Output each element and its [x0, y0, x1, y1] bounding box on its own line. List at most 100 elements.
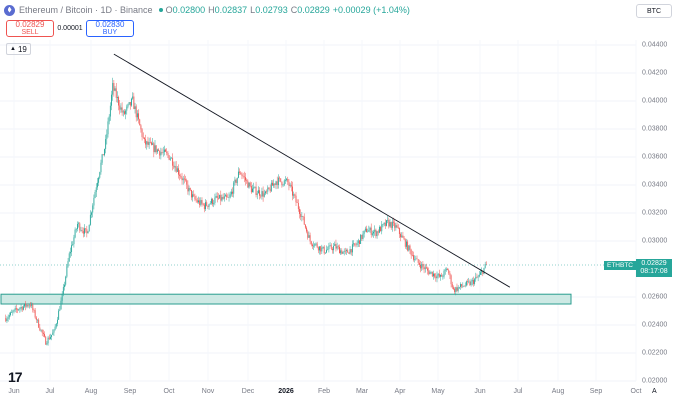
candle [168, 154, 170, 161]
candle [223, 192, 225, 202]
time-tick-label: Jul [513, 388, 523, 395]
candle [236, 177, 238, 186]
time-tick-label: Feb [317, 388, 331, 395]
candle [13, 309, 15, 314]
candle [470, 278, 472, 287]
candle [206, 200, 208, 207]
candle [445, 267, 447, 272]
candle [62, 283, 64, 297]
candle [75, 228, 77, 233]
open-value: 0.02800 [172, 5, 206, 15]
buy-button[interactable]: 0.02830 BUY [86, 20, 134, 37]
candle [98, 176, 100, 186]
candle [112, 77, 114, 101]
candle [176, 166, 178, 173]
candle [299, 206, 300, 219]
auto-scale-button[interactable]: A [652, 388, 657, 395]
candle [319, 246, 320, 255]
sell-label: SELL [21, 29, 39, 36]
candle [434, 273, 436, 279]
candle [260, 194, 262, 199]
time-tick-label: Jun [8, 388, 20, 395]
candle [287, 176, 289, 185]
price-tick-label: 0.04400 [642, 41, 668, 49]
trade-buttons: 0.02829 SELL 0.00001 0.02830 BUY [6, 20, 134, 37]
candle [443, 269, 445, 279]
trendline-line[interactable] [113, 53, 511, 288]
candle [218, 193, 219, 200]
candle [453, 285, 454, 291]
candle [283, 179, 285, 187]
candle [337, 244, 339, 250]
candle [228, 192, 230, 202]
price-tick-label: 0.03200 [642, 209, 668, 217]
candle [162, 146, 164, 157]
sell-button[interactable]: 0.02829 SELL [6, 20, 54, 37]
price-tick-label: 0.04200 [642, 69, 668, 77]
indicators-toggle[interactable]: ▲ 19 [6, 43, 31, 55]
currency-selector[interactable]: BTC [636, 4, 672, 18]
candle [105, 134, 107, 154]
candle [361, 234, 363, 242]
candle [290, 181, 292, 192]
support-zone[interactable] [0, 293, 572, 305]
candle [207, 205, 209, 210]
candle [435, 272, 437, 282]
candle [160, 147, 162, 160]
candle [281, 181, 283, 188]
time-tick-label: 2026 [278, 388, 294, 395]
grid [0, 40, 637, 382]
tradingview-logo[interactable]: 17 [8, 369, 23, 385]
candle [381, 221, 383, 235]
trendline[interactable] [113, 53, 511, 288]
candle [422, 261, 424, 271]
candle [267, 185, 269, 195]
candle [42, 329, 44, 338]
candle [67, 257, 69, 268]
candle [390, 221, 392, 230]
candle [326, 245, 327, 254]
candle [40, 329, 42, 332]
candle [19, 307, 21, 313]
candle [185, 175, 186, 182]
candle [377, 229, 379, 236]
candle [250, 182, 252, 194]
candle [102, 154, 104, 156]
candle [8, 312, 10, 320]
candle [350, 248, 352, 256]
candle [316, 241, 318, 249]
candle [403, 236, 405, 241]
candle [38, 318, 40, 329]
candle [266, 189, 268, 194]
time-tick-label: Sep [123, 388, 137, 395]
symbol-title[interactable]: Ethereum / Bitcoin · 1D · Binance [19, 5, 153, 15]
candle [468, 277, 470, 284]
candle [181, 172, 183, 185]
close-label: C [290, 5, 298, 15]
candle [64, 281, 65, 291]
candle [380, 225, 382, 232]
candle [32, 302, 34, 313]
candle [288, 178, 290, 191]
candle [187, 180, 189, 195]
candle [196, 197, 198, 204]
candle [330, 243, 332, 251]
candle [151, 141, 152, 146]
candle [178, 164, 179, 179]
candle [199, 197, 201, 208]
low-label: L [250, 5, 256, 15]
candle [296, 199, 298, 204]
candle [25, 300, 27, 311]
candle [78, 221, 80, 228]
support-zone-rect[interactable] [0, 293, 572, 305]
candle [229, 191, 231, 199]
candle [45, 335, 47, 345]
candle [122, 109, 124, 117]
candle [457, 285, 459, 293]
price-tick-label: 0.04000 [642, 97, 668, 105]
candle [383, 222, 385, 227]
candle [208, 203, 210, 210]
candle [262, 186, 264, 202]
